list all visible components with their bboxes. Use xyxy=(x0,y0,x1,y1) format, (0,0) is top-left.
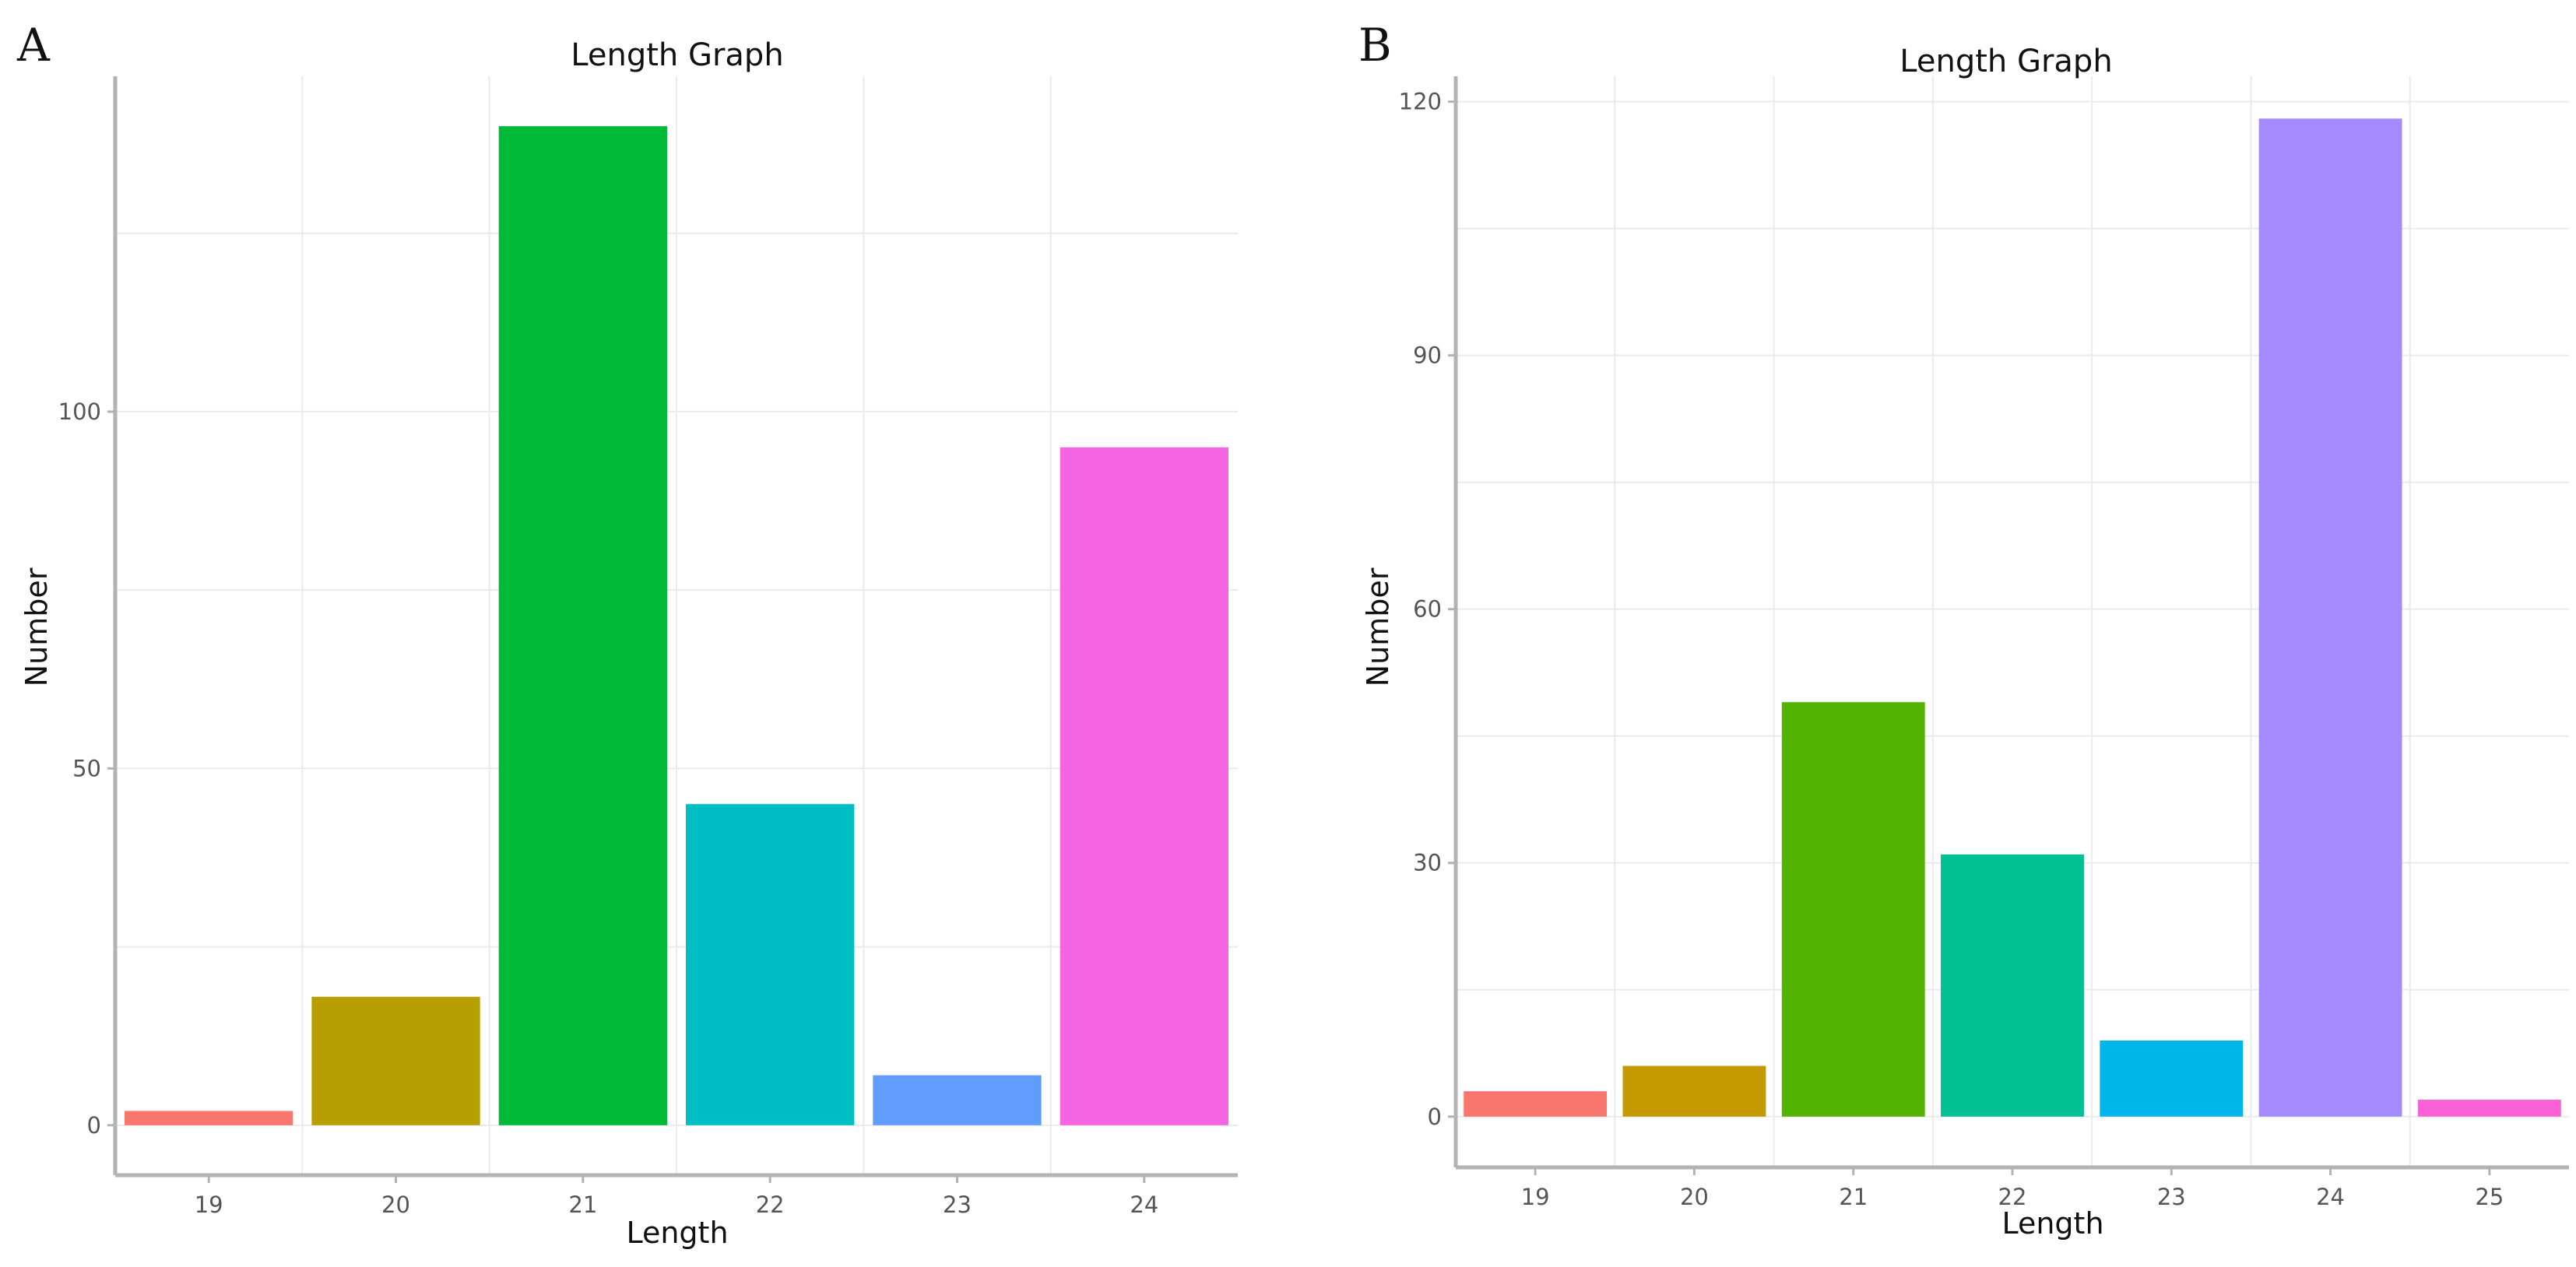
bars xyxy=(1464,118,2561,1117)
x-tick-label: 20 xyxy=(381,1192,410,1218)
x-axis-title: Length xyxy=(2001,1206,2103,1241)
bar-20 xyxy=(311,996,480,1125)
y-tick-label: 0 xyxy=(87,1112,101,1139)
chart-panel-a: A Length Graph 0 50 100 19 20 21 22 23 24 Lengt… xyxy=(16,19,1238,1250)
bar-25 xyxy=(2417,1100,2561,1117)
bar-24 xyxy=(1060,447,1228,1125)
bar-24 xyxy=(2258,118,2402,1117)
x-axis-title: Length xyxy=(626,1216,728,1250)
y-tick-label: 30 xyxy=(1413,850,1442,876)
chart-panel-b: B Length Graph 0 30 60 90 120 19 20 21 22 23 24 25… xyxy=(1358,19,2569,1241)
bar-19 xyxy=(125,1111,293,1125)
panel-label: B xyxy=(1358,19,1392,72)
bar-23 xyxy=(2100,1040,2244,1117)
y-tick-label: 50 xyxy=(72,755,101,781)
x-tick-label: 24 xyxy=(1130,1192,1158,1218)
bar-22 xyxy=(1941,854,2084,1117)
grid-lines xyxy=(115,76,1238,1175)
bar-20 xyxy=(1622,1065,1766,1117)
bar-21 xyxy=(498,126,667,1125)
x-tick-label: 21 xyxy=(1839,1184,1868,1210)
x-tick-label: 22 xyxy=(1998,1184,2027,1210)
bar-22 xyxy=(686,804,855,1125)
y-tick-label: 100 xyxy=(58,398,101,425)
panel-label: A xyxy=(16,19,51,72)
bar-21 xyxy=(1781,702,1925,1117)
y-axis-title: Number xyxy=(19,567,54,686)
chart-title: Length Graph xyxy=(571,37,783,73)
x-tick-label: 21 xyxy=(568,1192,597,1218)
y-tick-label: 90 xyxy=(1413,342,1442,369)
y-tick-label: 0 xyxy=(1428,1104,1442,1130)
bar-23 xyxy=(873,1075,1042,1125)
bars xyxy=(125,126,1228,1125)
x-tick-label: 20 xyxy=(1680,1184,1709,1210)
y-axis-title: Number xyxy=(1361,567,1395,686)
x-tick-label: 19 xyxy=(1521,1184,1550,1210)
bar-19 xyxy=(1464,1091,1608,1117)
axes xyxy=(113,76,1238,1178)
x-ticks: 19 20 21 22 23 24 25 xyxy=(1521,1167,2504,1210)
y-ticks: 0 30 60 90 120 xyxy=(1399,89,1456,1130)
y-tick-label: 60 xyxy=(1413,596,1442,623)
x-tick-label: 23 xyxy=(2157,1184,2186,1210)
y-tick-label: 120 xyxy=(1399,89,1442,115)
x-tick-label: 19 xyxy=(195,1192,223,1218)
x-tick-label: 25 xyxy=(2475,1184,2504,1210)
x-tick-label: 24 xyxy=(2316,1184,2345,1210)
chart-title: Length Graph xyxy=(1899,44,2112,79)
y-ticks: 0 50 100 xyxy=(58,398,115,1139)
x-tick-label: 23 xyxy=(943,1192,972,1218)
x-ticks: 19 20 21 22 23 24 xyxy=(195,1175,1158,1218)
x-tick-label: 22 xyxy=(756,1192,785,1218)
